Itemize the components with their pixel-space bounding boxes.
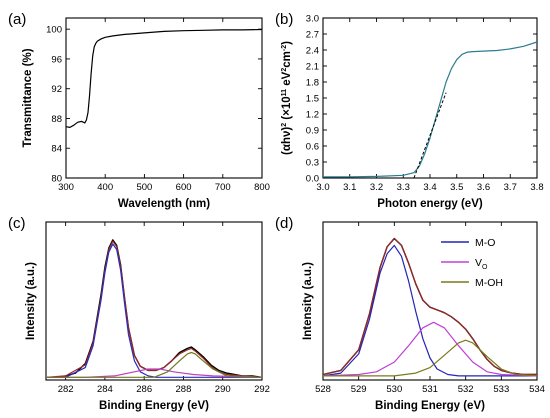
x-tick-label: 300	[58, 182, 74, 193]
x-tick-label: 700	[215, 182, 231, 193]
panel-4: (d) 528 529 530 531 532 533 534 Binding Energy (…	[275, 215, 545, 412]
y-tick-label: 1.2	[306, 110, 319, 121]
tauc-fit-line	[413, 92, 447, 179]
y-tick-label: 92	[51, 84, 62, 95]
y-axis-label-part: )	[281, 41, 293, 45]
x-tick-label: 3.8	[530, 182, 543, 193]
y-axis-label: Intensity (a.u.)	[302, 262, 314, 340]
x-tick-label: 800	[254, 182, 270, 193]
series-line-raw	[46, 239, 263, 378]
panel-3: (c) 282 284 286 288 290 292 Binding Energy (eV)…	[8, 215, 270, 412]
x-tick-label: 528	[315, 384, 331, 395]
y-tick-label: 1.8	[306, 78, 319, 89]
x-tick-label: 529	[351, 384, 367, 395]
series-line-fit	[322, 237, 537, 376]
y-tick-label: 0.3	[306, 158, 319, 169]
y-axis-label: Intensity (a.u.)	[25, 262, 37, 340]
y-axis-label-part: (αhν)	[281, 127, 293, 155]
x-tick-label: 3.6	[477, 182, 490, 193]
series-line-c-c-component	[46, 243, 262, 378]
panel-label: (d)	[275, 215, 293, 232]
y-tick-label: 0.0	[306, 174, 319, 185]
x-tick-label: 284	[97, 384, 113, 395]
series-line-m-oh	[323, 339, 538, 377]
y-tick-label: 0.9	[306, 126, 319, 137]
legend-label-main: M-O	[475, 237, 495, 249]
y-axis-label: Transmittance (%)	[22, 48, 34, 147]
plot-frame	[65, 17, 263, 179]
legend-label: M-OH	[475, 277, 503, 289]
plot-frame	[322, 17, 538, 179]
series-line-v-o	[322, 321, 538, 377]
y-tick-label: 2.7	[306, 30, 319, 41]
series-line-data	[323, 41, 538, 178]
series-line-c-o-component	[46, 368, 263, 378]
x-axis-label: Binding Energy (eV)	[99, 400, 209, 412]
y-tick-label: 88	[51, 114, 62, 125]
y-tick-label: 0.6	[306, 142, 319, 153]
y-tick-label: 80	[51, 174, 62, 185]
y-tick-label: 3.0	[306, 14, 319, 25]
legend-label: VO	[475, 257, 488, 271]
panel-2: (b) 3.0 3.1 3.2 3.3 3.4 3.5 3.6 3.7 3.8 0.0 0.3 0.6 0…	[275, 11, 544, 210]
y-axis-label-part: (×10	[281, 96, 293, 123]
panel-label: (b)	[275, 11, 293, 28]
panel-1: (a) 300 400 500 600 700 800 80 84 88 92 96 100 Wavele…	[8, 11, 270, 210]
x-tick-label: 530	[386, 384, 402, 395]
y-tick-label: 96	[51, 54, 62, 65]
series-line-data	[65, 28, 263, 128]
x-tick-label: 3.0	[316, 182, 329, 193]
x-tick-label: 531	[422, 384, 438, 395]
x-tick-label: 288	[176, 384, 192, 395]
x-tick-label: 3.4	[423, 182, 436, 193]
y-axis-label-part: -2	[281, 45, 288, 51]
x-tick-label: 290	[215, 384, 231, 395]
x-tick-label: 3.7	[504, 182, 517, 193]
series-line-m-o	[322, 244, 537, 377]
y-axis-label-part: 2	[281, 123, 288, 127]
y-tick-label: 84	[51, 144, 62, 155]
legend-label-main: M-OH	[475, 277, 503, 289]
x-tick-label: 282	[58, 384, 74, 395]
x-tick-label: 534	[529, 384, 545, 395]
series-line-o-c-o-component	[46, 351, 263, 378]
y-axis-label-part: cm	[281, 51, 293, 68]
x-tick-label: 500	[136, 182, 152, 193]
x-tick-label: 3.5	[450, 182, 463, 193]
x-tick-label: 3.1	[343, 182, 356, 193]
y-axis-label-part: 11	[281, 89, 288, 97]
x-tick-label: 3.3	[397, 182, 410, 193]
panel-label: (c)	[8, 215, 26, 232]
x-tick-label: 400	[97, 182, 113, 193]
x-tick-label: 292	[254, 384, 270, 395]
y-tick-label: 2.1	[306, 62, 319, 73]
x-tick-label: 532	[458, 384, 474, 395]
legend-label: M-O	[475, 237, 495, 249]
x-axis-label: Binding Energy (eV)	[375, 400, 485, 412]
y-tick-label: 100	[46, 25, 62, 36]
legend-label-main: V	[475, 257, 482, 269]
plot-frame	[45, 221, 263, 381]
y-axis-label: (αhν)2 (×1011 eV2cm-2)	[281, 41, 293, 155]
y-axis-label-part: eV	[281, 71, 293, 89]
series-line-fit	[45, 240, 263, 378]
panel-label: (a)	[8, 11, 26, 28]
y-tick-label: 1.5	[306, 94, 319, 105]
legend-label-sub: O	[482, 264, 488, 271]
x-tick-label: 3.2	[370, 182, 383, 193]
x-tick-label: 533	[493, 384, 509, 395]
x-axis-label: Wavelength (nm)	[118, 198, 210, 210]
y-tick-label: 2.4	[306, 46, 319, 57]
x-tick-label: 600	[176, 182, 192, 193]
y-axis-label-part: 2	[281, 68, 288, 72]
x-axis-label: Photon energy (eV)	[377, 198, 483, 210]
x-tick-label: 286	[136, 384, 152, 395]
